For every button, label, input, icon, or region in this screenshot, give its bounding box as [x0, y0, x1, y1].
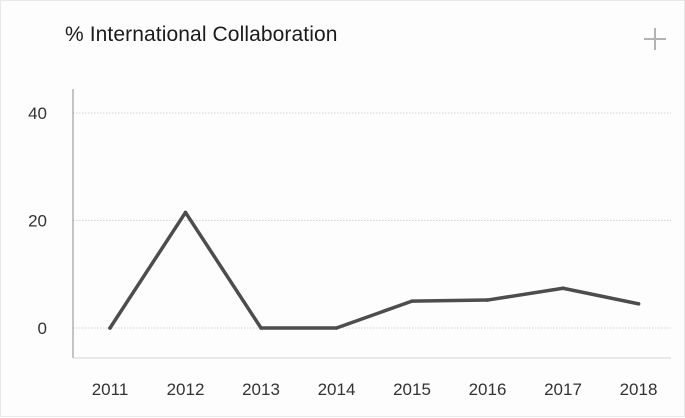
expand-button[interactable]: [637, 21, 673, 57]
data-point-2016: [485, 298, 490, 302]
y-tick-label-0: 0: [38, 319, 47, 338]
data-point-2018: [636, 302, 641, 306]
x-tick-label-2014: 2014: [318, 380, 356, 399]
data-point-2014: [334, 326, 339, 330]
x-tick-label-2011: 2011: [92, 380, 129, 399]
data-point-2012: [183, 210, 188, 215]
gridlines: [73, 112, 671, 329]
data-point-2017: [561, 286, 565, 291]
x-tick-label-2017: 2017: [544, 380, 582, 399]
y-tick-label-40: 40: [28, 104, 47, 123]
plus-icon: [644, 28, 666, 50]
series-line-0: [108, 210, 641, 330]
axes: [72, 89, 671, 359]
y-axis-tick-labels: 0 20 40: [28, 104, 47, 338]
y-tick-label-20: 20: [28, 212, 47, 231]
x-tick-label-2015: 2015: [393, 380, 431, 399]
data-point-2013: [259, 326, 263, 330]
x-tick-label-2013: 2013: [242, 380, 280, 399]
chart-title: % International Collaboration: [65, 23, 338, 46]
x-axis-tick-labels: 2011 2012 2013 2014 2015 2016 2017 2018: [92, 380, 658, 399]
data-point-2015: [410, 299, 414, 303]
series-layer: [108, 210, 641, 330]
data-point-2011: [108, 326, 112, 330]
x-tick-label-2016: 2016: [469, 380, 507, 399]
x-tick-label-2018: 2018: [620, 380, 658, 399]
x-tick-label-2012: 2012: [167, 380, 205, 399]
